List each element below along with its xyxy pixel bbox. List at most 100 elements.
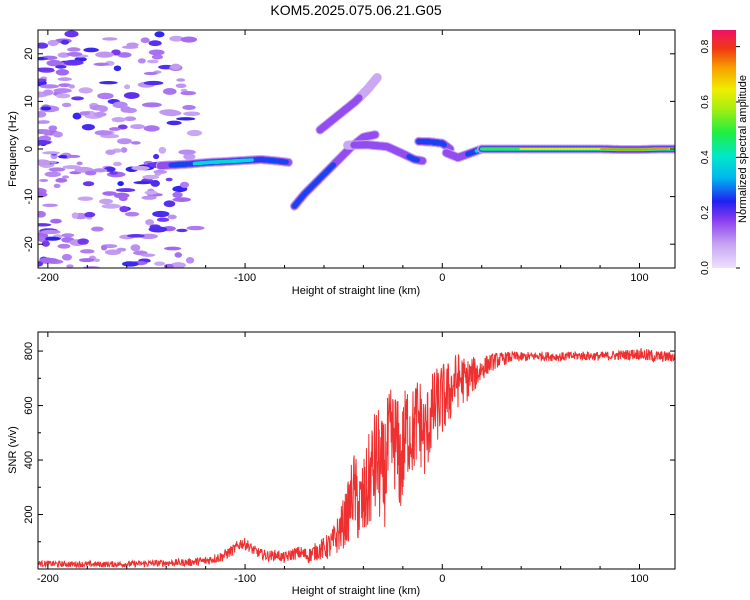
noise-blob: [67, 47, 81, 52]
noise-blob: [38, 110, 47, 118]
noise-blob: [82, 181, 95, 187]
noise-blob: [186, 225, 205, 231]
noise-blob: [123, 92, 140, 99]
noise-blob: [117, 52, 132, 58]
noise-blob: [176, 78, 186, 82]
noise-blob: [92, 168, 108, 173]
noise-blob: [140, 253, 156, 257]
noise-blob: [150, 179, 160, 187]
snr-plot-area: [38, 348, 675, 569]
noise-blob: [163, 200, 176, 208]
noise-blob: [77, 238, 89, 245]
noise-blob: [72, 112, 82, 120]
ridge-5: [414, 136, 455, 154]
noise-blob: [169, 35, 184, 42]
noise-blob: [183, 111, 201, 116]
noise-blob: [102, 191, 117, 196]
noise-blob: [84, 211, 96, 218]
noise-blob: [38, 210, 46, 218]
snr-y-tick-label: 400: [23, 451, 35, 469]
noise-blob: [38, 159, 51, 166]
noise-blob: [76, 161, 83, 166]
colorbar-tick-label: 0.2: [700, 205, 711, 219]
noise-blob: [38, 67, 55, 72]
noise-blob: [71, 96, 84, 101]
spectrogram-y-axis-label: Frequency (Hz): [7, 111, 19, 187]
noise-blob: [43, 236, 61, 241]
noise-blob: [154, 172, 162, 176]
noise-blob: [117, 124, 128, 130]
noise-blob: [38, 139, 52, 146]
noise-blob: [116, 138, 132, 145]
noise-blob: [94, 111, 107, 117]
noise-blob: [93, 258, 101, 263]
snr-x-tick-label: 100: [630, 573, 648, 585]
noise-blob: [113, 161, 122, 167]
colorbar-tick-label: 0.8: [700, 39, 711, 53]
noise-blob: [66, 51, 83, 57]
snr-y-tick-label: 200: [23, 505, 35, 523]
noise-blob: [52, 131, 63, 138]
noise-blob: [39, 84, 60, 89]
snr-x-axis-label: Height of straight line (km): [292, 585, 420, 597]
spectrogram-y-tick-label: -10: [23, 189, 35, 205]
ridge-4: [343, 140, 428, 166]
noise-blob: [66, 264, 74, 268]
snr-y-axis-label: SNR (v/v): [7, 426, 19, 474]
noise-blob: [133, 181, 153, 185]
noise-blob: [53, 88, 72, 94]
noise-blob: [84, 170, 97, 176]
colorbar-tick-label: 0.4: [700, 150, 711, 164]
noise-blob: [179, 181, 190, 188]
noise-blob: [43, 129, 51, 136]
noise-blob: [139, 233, 158, 240]
noise-blob: [153, 153, 160, 160]
noise-blob: [178, 149, 196, 155]
noise-blob: [111, 116, 126, 123]
noise-blob: [122, 261, 139, 267]
spectrogram-y-tick-label: 20: [23, 48, 35, 60]
noise-blob: [57, 77, 72, 82]
noise-blob: [71, 212, 79, 219]
noise-blob: [81, 123, 95, 131]
noise-blob: [39, 178, 49, 182]
noise-blob: [91, 226, 104, 232]
noise-blob: [61, 233, 75, 238]
noise-blob: [148, 49, 165, 56]
spectrogram-y-tick-label: 10: [23, 95, 35, 107]
noise-blob: [38, 120, 50, 124]
noise-blob: [77, 196, 94, 201]
noise-blob: [148, 226, 168, 233]
noise-blob: [108, 127, 121, 131]
colorbar-tick-label: 0.6: [700, 95, 711, 109]
noise-blob: [180, 36, 198, 43]
noise-blob: [48, 125, 58, 132]
noise-blob: [55, 177, 68, 183]
noise-blob: [78, 87, 93, 94]
noise-blob: [185, 257, 195, 264]
noise-blob: [58, 83, 72, 88]
noise-blob: [57, 243, 71, 249]
noise-blob: [68, 84, 75, 89]
spectrogram-x-axis-label: Height of straight line (km): [292, 285, 420, 297]
noise-blob: [95, 51, 114, 58]
noise-blob: [182, 105, 196, 111]
ridge-segment: [329, 162, 336, 169]
ridge-segment: [354, 94, 363, 103]
snr-x-tick-label: 0: [439, 573, 445, 585]
noise-blob: [42, 203, 58, 208]
noise-blob: [47, 39, 59, 47]
noise-blob: [78, 258, 95, 263]
noise-blob: [170, 63, 181, 71]
noise-blob: [176, 117, 196, 121]
noise-blob: [143, 71, 158, 76]
ridge-segment: [371, 73, 382, 84]
noise-blob: [143, 80, 164, 86]
noise-blob: [172, 197, 191, 202]
noise-blob: [115, 188, 136, 193]
noise-blob: [99, 80, 118, 85]
noise-blob: [100, 244, 108, 251]
noise-blob: [50, 218, 62, 224]
